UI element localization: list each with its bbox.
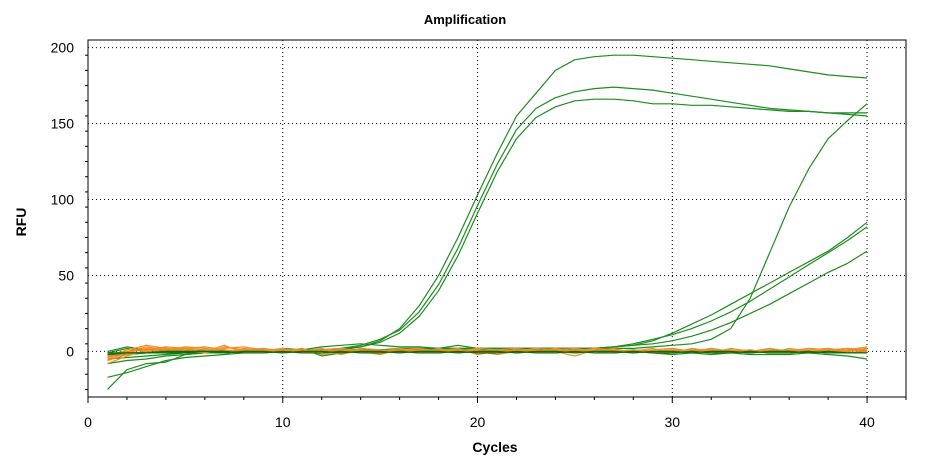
plot-frame — [87, 39, 907, 398]
y-axis-label: RFU — [13, 208, 29, 237]
tick-layer: 0 10 20 30 40 0 50 100 150 200 — [51, 40, 907, 430]
series-line-6 — [107, 226, 868, 365]
y-tick-label: 150 — [51, 116, 75, 132]
series-line-1 — [107, 54, 868, 356]
x-tick-label: 0 — [84, 414, 92, 430]
series-line-7 — [107, 250, 868, 360]
x-axis-label: Cycles — [472, 439, 517, 455]
y-tick-label: 0 — [66, 343, 74, 359]
grid-layer — [88, 40, 906, 397]
y-tick-label: 100 — [51, 192, 75, 208]
series-layer — [107, 54, 868, 390]
series-line-3 — [107, 98, 867, 356]
x-tick-label: 40 — [859, 414, 875, 430]
x-tick-label: 30 — [664, 414, 680, 430]
chart-title: Amplification — [424, 12, 506, 27]
x-tick-label: 20 — [470, 414, 486, 430]
series-line-17 — [107, 350, 867, 356]
series-line-2 — [107, 86, 868, 357]
x-tick-label: 10 — [275, 414, 291, 430]
y-tick-label: 50 — [58, 267, 74, 283]
y-tick-label: 200 — [51, 40, 75, 56]
